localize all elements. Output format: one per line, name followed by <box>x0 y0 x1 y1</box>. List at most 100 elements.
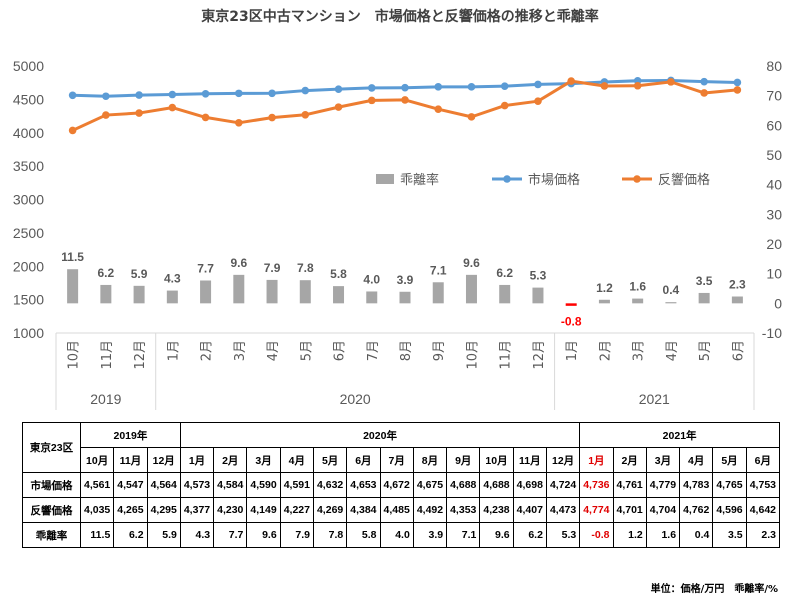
table-cell: 4,561 <box>79 472 115 498</box>
table-month-header: 5月 <box>712 447 747 473</box>
table-cell: 4.0 <box>379 522 414 548</box>
table-cell: 4,591 <box>279 472 314 498</box>
table-row: 反響価格 4,035 4,265 4,295 4,377 4,230 4,149 4,227 4… <box>22 497 781 523</box>
y-left-tick-label: 5000 <box>13 58 44 74</box>
market-price-point <box>268 89 276 98</box>
year-label: 2020 <box>340 391 371 407</box>
y-right-tick-label: 30 <box>766 206 782 222</box>
y-right-tick-label: 50 <box>766 147 782 163</box>
bar-mark <box>133 285 145 304</box>
year-label: 2021 <box>639 391 670 407</box>
table-cell: 4,675 <box>412 472 448 498</box>
table-month-header: 3月 <box>645 447 681 473</box>
response-price-point <box>367 96 376 105</box>
y-left-tick-label: 3000 <box>13 192 44 208</box>
market-price-point <box>68 91 77 100</box>
bar-data-label: 2.3 <box>729 278 746 292</box>
table-corner-label: 東京23区 <box>22 422 81 473</box>
x-tick-label: 12月 <box>133 340 148 370</box>
table-month-header: 11月 <box>113 447 148 473</box>
table-cell: 4,492 <box>412 497 448 523</box>
table-cell: 7.9 <box>279 522 314 548</box>
y-right-tick-label: -10 <box>762 325 782 341</box>
table-month-header: 10月 <box>79 447 115 473</box>
table-cell: 4,596 <box>712 497 747 523</box>
y-left-tick-label: 1500 <box>13 292 44 308</box>
table-cell: 4,407 <box>512 497 547 523</box>
table-cell: 4,269 <box>312 497 348 523</box>
y-right-tick-label: 20 <box>766 236 782 252</box>
table-month-row: 10月 11月 12月 1月 2月 3月 4月 5月 6月 7月 8月 9月 10月 11月 12月 1月 2月… <box>23 447 781 473</box>
y-right-tick-label: 10 <box>766 266 782 282</box>
y-left-tick-label: 4500 <box>13 91 44 107</box>
x-tick-label: 1月 <box>166 340 181 361</box>
table-cell: 3.5 <box>712 522 747 548</box>
table-month-header: 10月 <box>479 447 514 473</box>
bar-data-label: 3.9 <box>397 273 414 287</box>
y-right-tick-label: 40 <box>766 177 782 193</box>
table-cell: 4,035 <box>79 497 115 523</box>
table-cell: 4,384 <box>346 497 381 523</box>
market-price-point <box>467 83 476 91</box>
table-cell: -0.8 <box>579 522 614 548</box>
response-price-point <box>68 126 77 135</box>
combo-chart: 1000 1500 2000 2500 3000 3500 4000 4500 5000 -10 0… <box>13 58 782 410</box>
table-cell: 4,688 <box>479 472 514 498</box>
x-tick-label: 12月 <box>532 340 547 370</box>
x-tick-label: 11月 <box>100 340 115 370</box>
response-price-point <box>667 78 675 86</box>
legend-swatch-bar <box>376 174 394 184</box>
legend-label: 乖離率 <box>400 172 439 188</box>
bar-data-label: 9.6 <box>230 256 247 270</box>
table-cell: 4,698 <box>512 472 547 498</box>
bar-data-label: 7.9 <box>264 261 281 275</box>
table-cell: 4,573 <box>179 472 215 498</box>
market-price-point <box>301 86 310 95</box>
table-cell: 2.3 <box>745 522 781 548</box>
table-cell: 4,761 <box>612 472 647 498</box>
bar-data-label: 1.6 <box>629 280 646 294</box>
y-left-tick-label: 3500 <box>13 158 44 174</box>
table-cell: 5.9 <box>146 522 181 548</box>
table-month-header: 1月 <box>179 447 215 473</box>
market-price-point <box>434 83 443 91</box>
bar-mark <box>333 286 345 304</box>
table-cell: 4,584 <box>213 472 248 498</box>
x-tick-label: 5月 <box>299 340 314 361</box>
table-cell: 4,353 <box>446 497 481 523</box>
response-price-point <box>600 82 609 90</box>
table-cell: 4,473 <box>545 497 581 523</box>
response-price-point <box>401 96 409 104</box>
table-cell: 4,227 <box>279 497 314 523</box>
table-month-header: 4月 <box>679 447 714 473</box>
market-price-point <box>534 80 542 89</box>
table-cell: 4,688 <box>446 472 481 498</box>
bar-data-label: 4.3 <box>164 272 181 286</box>
bar-mark <box>200 280 212 304</box>
response-price-point <box>434 105 443 113</box>
response-price-point <box>334 103 343 111</box>
x-tick-label: 4月 <box>665 340 680 361</box>
bar-mark <box>598 299 610 304</box>
response-price-point <box>135 109 143 117</box>
bar-data-label: 7.8 <box>297 261 314 275</box>
bar-data-label: 5.8 <box>330 267 347 281</box>
bar-data-label: 5.9 <box>131 267 148 281</box>
table-cell: 6.2 <box>512 522 547 548</box>
market-price-point <box>102 92 110 101</box>
table-row-label: 市場価格 <box>22 472 81 498</box>
legend-label: 市場価格 <box>528 172 580 188</box>
bar-mark <box>565 303 577 306</box>
table-cell: 4,704 <box>645 497 681 523</box>
y-left-tick-label: 1000 <box>13 325 44 341</box>
response-price-point <box>201 113 210 122</box>
table-cell: 4,377 <box>179 497 215 523</box>
market-price-point <box>334 85 343 93</box>
table-cell: 4,724 <box>545 472 581 498</box>
response-price-point <box>633 81 642 90</box>
table-cell: 6.2 <box>113 522 148 548</box>
bar-data-label: 1.2 <box>596 281 613 295</box>
table-cell: 5.8 <box>346 522 381 548</box>
table-cell: 7.8 <box>312 522 348 548</box>
table-cell: 1.2 <box>612 522 647 548</box>
